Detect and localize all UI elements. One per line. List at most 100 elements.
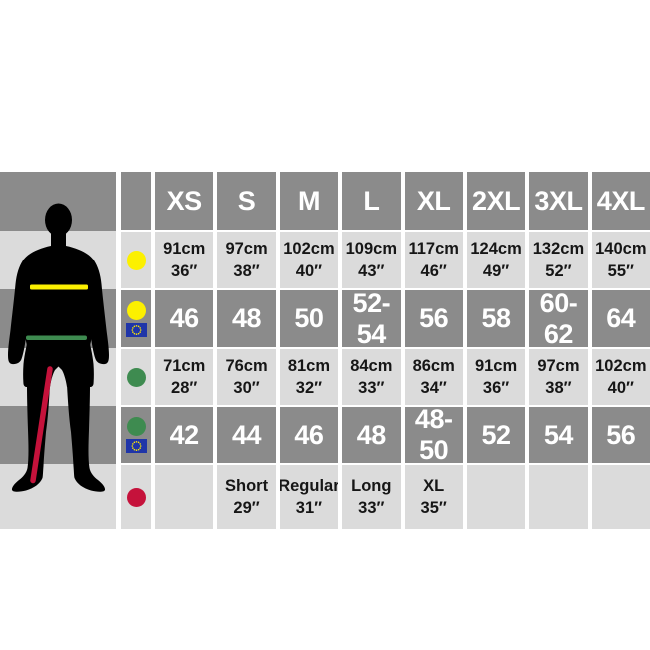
green-dot-icon	[126, 417, 146, 436]
chest-marker-cell	[121, 232, 151, 288]
green-dot-icon	[126, 367, 146, 387]
table-cell: 56	[404, 290, 463, 347]
leg-length-marker-cell	[121, 465, 151, 529]
table-cell: 140cm 55″	[591, 232, 650, 288]
cell-line: 38″	[545, 379, 572, 397]
eu-flag-icon	[125, 322, 147, 337]
leg-measure-line	[30, 366, 53, 484]
cell-line: 91cm	[474, 357, 518, 375]
size-column-header: 3XL	[529, 172, 588, 230]
table-cell: 48	[342, 407, 401, 463]
cell-line: 30″	[233, 379, 260, 397]
table-cell: Regular 31″	[279, 465, 339, 529]
cell-line: 38″	[233, 262, 260, 280]
table-cell: 76cm 30″	[217, 349, 276, 405]
table-cell: 44	[217, 407, 276, 463]
cell-line: 97cm	[225, 240, 268, 258]
table-cell: 58	[466, 290, 526, 347]
cell-line: 28″	[171, 379, 198, 397]
size-column-header: 2XL	[466, 172, 526, 230]
table-cell	[529, 465, 588, 529]
table-cell: 52-54	[342, 290, 401, 347]
table-cell: 109cm 43″	[342, 232, 401, 288]
marker-column-header	[121, 172, 151, 230]
cell-line: Short	[225, 477, 269, 495]
person-figure-panel	[0, 172, 116, 529]
yellow-dot-icon	[126, 250, 146, 270]
table-cell: 124cm 49″	[466, 232, 526, 288]
cell-line: 86cm	[412, 357, 455, 375]
table-cell: Long 33″	[342, 465, 401, 529]
cell-line: 40″	[295, 262, 323, 280]
cell-line: 102cm	[595, 357, 647, 375]
red-dot-icon	[126, 487, 146, 507]
table-cell: 52	[466, 407, 526, 463]
table-cell	[591, 465, 650, 529]
table-cell: 48-50	[404, 407, 463, 463]
cell-line: 34″	[420, 379, 447, 397]
waist-measure-line	[26, 335, 87, 340]
cell-line: 43″	[358, 262, 385, 280]
table-cell: 91cm 36″	[466, 349, 526, 405]
cell-line: 46″	[420, 262, 447, 280]
table-cell: 102cm 40″	[591, 349, 650, 405]
table-cell: 102cm 40″	[279, 232, 339, 288]
table-cell: 117cm 46″	[404, 232, 463, 288]
table-cell: 46	[155, 290, 214, 347]
size-column-header: L	[342, 172, 401, 230]
cell-line: 33″	[358, 499, 385, 517]
body-shape	[8, 203, 109, 492]
cell-line: 36″	[171, 262, 198, 280]
table-cell: 54	[529, 407, 588, 463]
table-cell: 46	[279, 407, 339, 463]
table-cell: 64	[591, 290, 650, 347]
cell-line: 32″	[295, 379, 323, 397]
cell-line: Regular	[279, 477, 339, 495]
cell-line: 55″	[607, 262, 634, 280]
person-silhouette	[8, 203, 109, 492]
cell-line: 102cm	[283, 240, 335, 258]
cell-line: 33″	[358, 379, 385, 397]
table-cell: XL 35″	[404, 465, 463, 529]
cell-line: 81cm	[287, 357, 331, 375]
table-cell: 132cm 52″	[529, 232, 588, 288]
cell-line: 35″	[420, 499, 447, 517]
table-cell	[466, 465, 526, 529]
table-cell: 60-62	[529, 290, 588, 347]
cell-line: 117cm	[408, 240, 459, 258]
chest-measure-line	[30, 284, 88, 290]
table-cell: 86cm 34″	[404, 349, 463, 405]
table-cell	[155, 465, 214, 529]
size-column-header: S	[217, 172, 276, 230]
table-cell: Short 29″	[217, 465, 276, 529]
table-cell: 81cm 32″	[279, 349, 339, 405]
size-column-header: 4XL	[591, 172, 650, 230]
table-cell: 97cm 38″	[217, 232, 276, 288]
table-cell: 50	[279, 290, 339, 347]
cell-line: 71cm	[163, 357, 206, 375]
size-column-header: XS	[155, 172, 214, 230]
waist-marker-cell	[121, 349, 151, 405]
cell-line: 52″	[545, 262, 572, 280]
cell-line: XL	[423, 477, 445, 495]
cell-line: Long	[351, 477, 392, 495]
cell-line: 109cm	[345, 240, 397, 258]
cell-line: 84cm	[350, 357, 393, 375]
size-table: XS S M L XL 2XL 3XL 4XL 91cm 36″ 97cm 38″ …	[121, 172, 650, 529]
cell-line: 40″	[607, 379, 634, 397]
cell-line: 49″	[482, 262, 510, 280]
cell-line: 36″	[482, 379, 510, 397]
table-cell: 97cm 38″	[529, 349, 588, 405]
cell-line: 132cm	[532, 240, 585, 258]
eu-flag-icon	[125, 439, 147, 453]
waist-eu-marker-cell	[121, 407, 151, 463]
table-cell: 71cm 28″	[155, 349, 214, 405]
chest-eu-marker-cell	[121, 290, 151, 347]
size-column-header: M	[279, 172, 339, 230]
cell-line: 91cm	[163, 240, 206, 258]
table-cell: 91cm 36″	[155, 232, 214, 288]
cell-line: 31″	[295, 499, 323, 517]
cell-line: 140cm	[595, 240, 647, 258]
cell-line: 97cm	[537, 357, 580, 375]
size-column-header: XL	[404, 172, 463, 230]
